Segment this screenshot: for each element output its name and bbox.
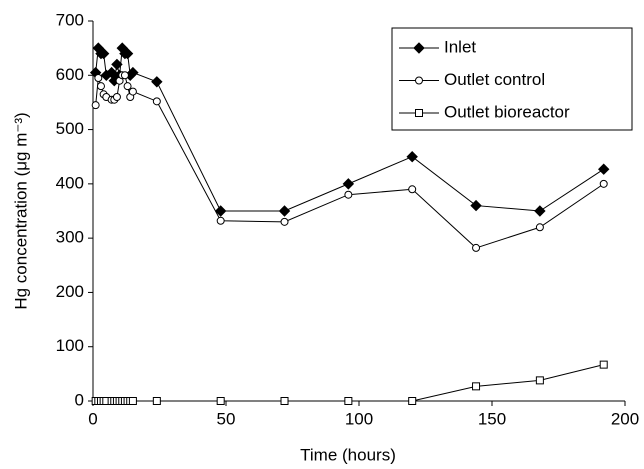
marker-circle bbox=[599, 179, 608, 188]
marker-diamond bbox=[278, 205, 291, 217]
marker-circle bbox=[128, 87, 137, 96]
marker-diamond bbox=[121, 47, 134, 60]
marker-circle bbox=[415, 76, 423, 85]
marker-square bbox=[128, 397, 137, 405]
marker-diamond bbox=[214, 205, 227, 217]
marker-diamond bbox=[406, 151, 418, 163]
marker-diamond bbox=[413, 42, 425, 54]
y-tick-label: 600 bbox=[56, 65, 84, 84]
marker-diamond bbox=[127, 66, 139, 79]
marker-diamond bbox=[111, 58, 123, 71]
x-axis-title: Time (hours) bbox=[300, 445, 396, 464]
y-tick-label: 100 bbox=[56, 336, 84, 355]
y-tick-label: 300 bbox=[56, 228, 84, 247]
marker-diamond bbox=[598, 163, 610, 175]
marker-circle bbox=[112, 93, 121, 101]
marker-circle bbox=[344, 190, 353, 199]
marker-diamond bbox=[470, 199, 482, 212]
marker-circle bbox=[96, 82, 105, 91]
marker-square bbox=[415, 109, 423, 117]
x-tick-label: 0 bbox=[88, 409, 97, 428]
marker-diamond bbox=[342, 178, 355, 190]
legend-label: Inlet bbox=[444, 37, 476, 56]
marker-diamond bbox=[97, 47, 110, 60]
x-tick-label: 50 bbox=[217, 409, 236, 428]
y-tick-label: 0 bbox=[75, 390, 84, 409]
y-tick-label: 400 bbox=[56, 173, 84, 192]
x-tick-label: 150 bbox=[478, 409, 506, 428]
marker-circle bbox=[94, 74, 103, 82]
marker-square bbox=[472, 382, 481, 391]
legend-label: Outlet control bbox=[444, 70, 545, 89]
marker-diamond bbox=[534, 205, 546, 217]
marker-circle bbox=[152, 97, 161, 106]
marker-circle bbox=[123, 82, 132, 91]
marker-circle bbox=[216, 216, 225, 225]
marker-circle bbox=[280, 217, 289, 226]
x-tick-label: 200 bbox=[611, 409, 639, 428]
y-tick-label: 200 bbox=[56, 282, 84, 301]
y-axis-title: Hg concentration (μg m⁻³) bbox=[11, 112, 30, 309]
marker-square bbox=[280, 397, 289, 405]
marker-square bbox=[344, 397, 353, 405]
marker-circle bbox=[408, 185, 417, 194]
marker-circle bbox=[535, 223, 544, 232]
marker-square bbox=[535, 376, 544, 385]
marker-square bbox=[599, 360, 608, 369]
marker-square bbox=[152, 397, 161, 405]
y-tick-label: 700 bbox=[56, 10, 84, 29]
marker-diamond bbox=[151, 76, 163, 88]
marker-circle bbox=[91, 101, 100, 110]
legend-label: Outlet bioreactor bbox=[444, 102, 570, 121]
marker-square bbox=[408, 397, 417, 405]
x-tick-label: 100 bbox=[345, 409, 373, 428]
y-tick-label: 500 bbox=[56, 119, 84, 138]
marker-circle bbox=[472, 243, 481, 252]
series-line bbox=[95, 364, 604, 402]
marker-circle bbox=[120, 71, 129, 80]
marker-square bbox=[216, 397, 225, 405]
